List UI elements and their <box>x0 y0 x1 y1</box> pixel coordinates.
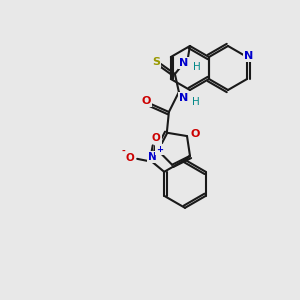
Text: O: O <box>141 96 151 106</box>
Text: H: H <box>193 62 201 72</box>
Text: -: - <box>121 147 125 156</box>
Text: O: O <box>190 129 200 139</box>
Text: N: N <box>244 51 254 61</box>
Text: N: N <box>179 93 188 103</box>
Text: N: N <box>179 58 188 68</box>
Text: +: + <box>156 145 163 154</box>
Text: O: O <box>126 153 135 163</box>
Text: S: S <box>152 57 160 67</box>
Text: O: O <box>152 133 161 143</box>
Text: H: H <box>192 97 200 107</box>
Text: N: N <box>148 152 157 162</box>
